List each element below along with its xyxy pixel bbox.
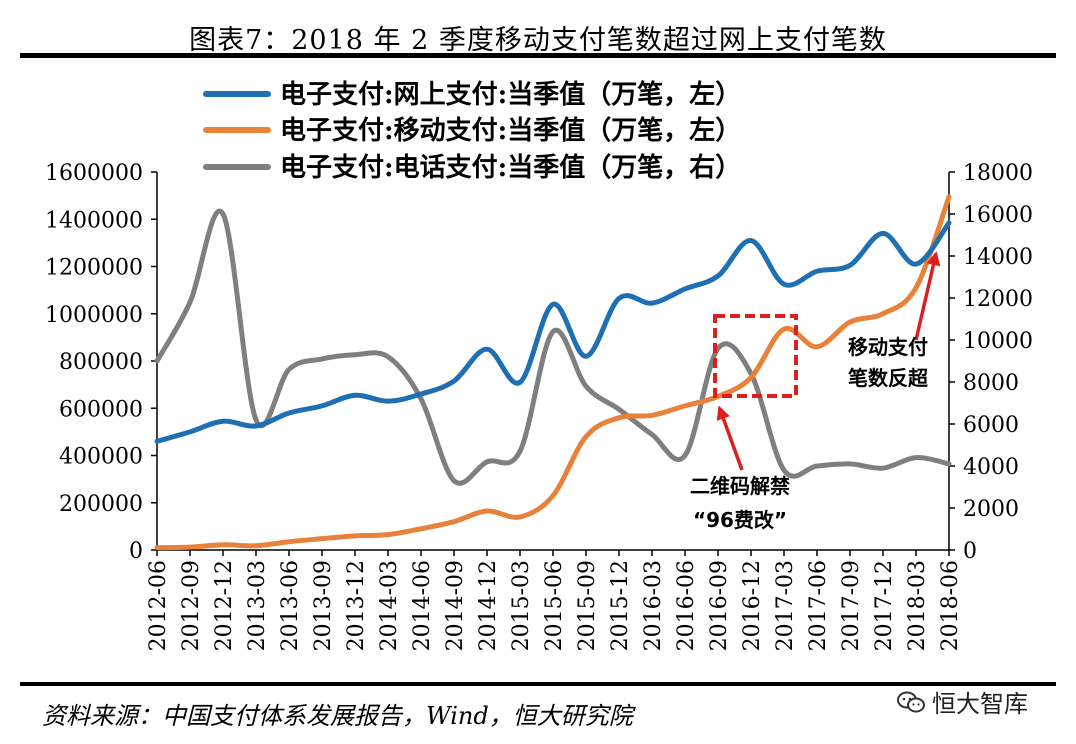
right-tick-label: 14000 [963,245,1033,270]
x-tick-label: 2013-12 [344,560,369,651]
x-tick-label: 2014-06 [410,560,435,651]
left-tick-label: 1000000 [45,303,143,328]
right-tick-label: 8000 [963,371,1019,396]
x-tick-label: 2015-06 [542,560,567,651]
x-tick-label: 2012-06 [146,560,171,651]
bottom-rule [20,682,1056,686]
annotation-0-line-0: 二维码解禁 [690,474,790,498]
x-tick-label: 2013-09 [311,560,336,651]
right-tick-label: 12000 [963,287,1033,312]
left-tick-label: 1600000 [45,161,143,186]
x-tick-label: 2015-09 [575,560,600,651]
x-tick-label: 2016-03 [641,560,666,651]
right-tick-label: 0 [963,539,977,564]
left-tick-label: 1400000 [45,208,143,233]
highlight-box [713,314,798,398]
top-rule [20,53,1056,58]
x-tick-label: 2017-09 [839,560,864,651]
left-tick-label: 600000 [59,397,143,422]
right-tick-label: 18000 [963,161,1033,186]
series-line-1 [154,194,952,551]
watermark-text: 恒大智库 [932,690,1028,718]
right-tick-label: 4000 [963,455,1019,480]
arrow-mobile-overtake [914,251,941,341]
x-tick-label: 2017-03 [773,560,798,651]
series-line-0 [154,220,952,444]
right-tick-label: 6000 [963,413,1019,438]
annotation-0-line-1: “96费改” [693,508,787,532]
x-tick-label: 2013-03 [245,560,270,651]
watermark: 恒大智库 [896,684,1028,719]
x-tick-label: 2014-03 [377,560,402,651]
x-tick-label: 2012-12 [212,560,237,651]
source-note: 资料来源：中国支付体系发展报告，Wind，恒大研究院 [42,702,633,730]
x-tick-label: 2016-06 [674,560,699,651]
x-tick-label: 2015-12 [608,560,633,651]
x-tick-label: 2012-09 [179,560,204,651]
wechat-icon [897,691,925,712]
series-line-2 [154,208,952,486]
x-tick-label: 2014-09 [443,560,468,651]
x-tick-label: 2016-12 [740,560,765,651]
left-tick-label: 400000 [59,445,143,470]
left-tick-label: 200000 [59,492,143,517]
x-tick-label: 2017-12 [872,560,897,651]
x-tick-label: 2016-09 [707,560,732,651]
right-tick-label: 10000 [963,329,1033,354]
x-tick-label: 2018-03 [905,560,930,651]
legend-label-1: 电子支付:移动支付:当季值（万笔，左） [280,115,741,146]
left-tick-label: 800000 [59,350,143,375]
chart-title: 图表7：2018 年 2 季度移动支付笔数超过网上支付笔数 [189,25,887,56]
annotation-1-line-0: 移动支付 [848,335,928,359]
arrow-qr-code [716,405,744,471]
right-tick-label: 16000 [963,203,1033,228]
x-tick-label: 2013-06 [278,560,303,651]
x-tick-label: 2015-03 [509,560,534,651]
left-tick-label: 0 [129,539,143,564]
right-tick-label: 2000 [963,497,1019,522]
x-tick-label: 2018-06 [938,560,963,651]
legend-label-0: 电子支付:网上支付:当季值（万笔，左） [280,79,741,110]
left-tick-label: 1200000 [45,256,143,281]
annotation-1-line-1: 笔数反超 [848,366,929,390]
x-tick-label: 2014-12 [476,560,501,651]
legend-label-2: 电子支付:电话支付:当季值（万笔，右） [280,152,741,183]
x-tick-label: 2017-06 [806,560,831,651]
